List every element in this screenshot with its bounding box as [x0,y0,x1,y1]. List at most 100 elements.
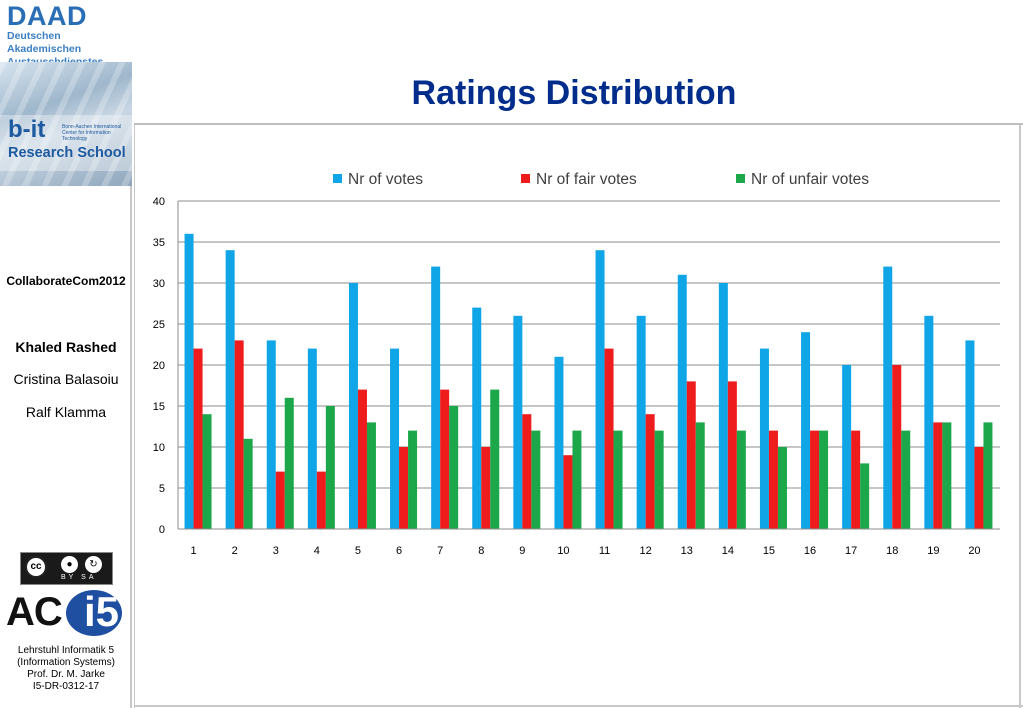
bar-unfair [860,463,870,529]
bar-unfair [202,414,212,529]
page-title: Ratings Distribution [411,74,737,112]
x-tick-label: 7 [437,545,443,557]
x-tick-label: 1 [190,545,196,557]
bar-votes [554,356,564,529]
chair-line-1: Lehrstuhl Informatik 5 [17,645,115,656]
x-tick-label: 8 [478,545,484,557]
legend-label: Nr of unfair votes [751,171,869,188]
x-tick-label: 16 [804,545,816,557]
bar-votes [307,348,317,529]
y-tick-label: 30 [153,278,165,290]
y-tick-label: 25 [153,319,165,331]
x-tick-label: 17 [845,545,857,557]
bar-unfair [777,447,787,529]
x-tick-label: 20 [968,545,980,557]
bar-fair [933,422,943,529]
bar-fair [481,447,491,529]
y-tick-label: 5 [159,483,165,495]
bar-fair [686,381,696,529]
bar-votes [348,283,358,529]
y-tick-label: 10 [153,442,165,454]
bar-votes [636,315,646,529]
bar-fair [234,340,244,529]
legend-swatch [333,174,342,183]
building-photo [0,62,132,186]
bar-votes [472,307,482,529]
x-tick-label: 18 [886,545,898,557]
x-tick-label: 15 [763,545,775,557]
share-alike-icon: ↻ [85,556,102,573]
x-tick-label: 3 [273,545,279,557]
bar-unfair [695,422,705,529]
y-tick-label: 40 [153,196,165,208]
bar-votes [883,266,893,529]
bar-unfair [531,430,541,529]
daad-title: DAAD [7,1,87,31]
bar-votes [595,250,605,529]
acis-logo: AC i5 [6,588,126,638]
bar-fair [275,471,285,529]
bar-votes [677,274,687,529]
x-tick-label: 4 [314,545,320,557]
bar-unfair [942,422,952,529]
title-bar: Ratings Distribution [134,0,1023,125]
legend-swatch [521,174,530,183]
bar-votes [801,332,811,529]
author-2: Cristina Balasoiu [13,371,119,387]
bar-unfair [408,430,418,529]
bar-votes [513,315,523,529]
bar-unfair [819,430,829,529]
bar-fair [645,414,655,529]
sidebar: DAAD Deutschen Akademischen Austauschdie… [0,0,132,708]
x-tick-label: 13 [681,545,693,557]
author-1: Khaled Rashed [15,339,117,355]
y-tick-label: 35 [153,237,165,249]
y-tick-label: 15 [153,401,165,413]
bar-fair [810,430,820,529]
bar-fair [974,447,984,529]
bar-fair [892,365,902,529]
x-tick-label: 12 [640,545,652,557]
bar-fair [316,471,326,529]
bar-votes [225,250,235,529]
x-tick-label: 19 [927,545,939,557]
bit-research-school-logo: b-it Bonn-Aachen International Center fo… [0,115,132,171]
bar-unfair [654,430,664,529]
bar-unfair [284,397,294,529]
bar-fair [563,455,573,529]
daad-subtitle-line-1: Deutschen Akademischen [7,30,82,55]
cc-icon: cc [25,556,47,578]
chair-line-4: I5-DR-0312-17 [32,681,100,692]
bar-fair [768,430,778,529]
license-label: BY SA [61,574,97,581]
x-tick-label: 11 [599,545,610,557]
bar-fair [193,348,203,529]
bar-fair [727,381,737,529]
bar-fair [399,447,409,529]
creative-commons-badge: cc ● ↻ BY SA [20,552,113,585]
research-school-label: Research School [8,145,126,161]
bar-fair [440,389,450,529]
x-tick-label: 9 [519,545,525,557]
legend-label: Nr of votes [348,171,423,188]
bar-fair [604,348,614,529]
bar-votes [718,283,728,529]
bar-unfair [243,438,253,529]
bar-unfair [613,430,623,529]
y-tick-label: 20 [153,360,165,372]
x-tick-label: 2 [232,545,238,557]
bar-votes [965,340,975,529]
legend-swatch [736,174,745,183]
bit-logo-small-text: Bonn-Aachen International Center for Inf… [62,124,122,142]
bar-unfair [901,430,911,529]
bar-votes [266,340,276,529]
bar-unfair [736,430,746,529]
x-tick-label: 14 [722,545,734,557]
bar-votes [759,348,769,529]
daad-logo: DAAD Deutschen Akademischen Austauschdie… [0,0,132,68]
conference-name: CollaborateCom2012 [6,274,126,288]
bar-unfair [983,422,993,529]
bar-votes [390,348,400,529]
y-tick-label: 0 [159,524,165,536]
